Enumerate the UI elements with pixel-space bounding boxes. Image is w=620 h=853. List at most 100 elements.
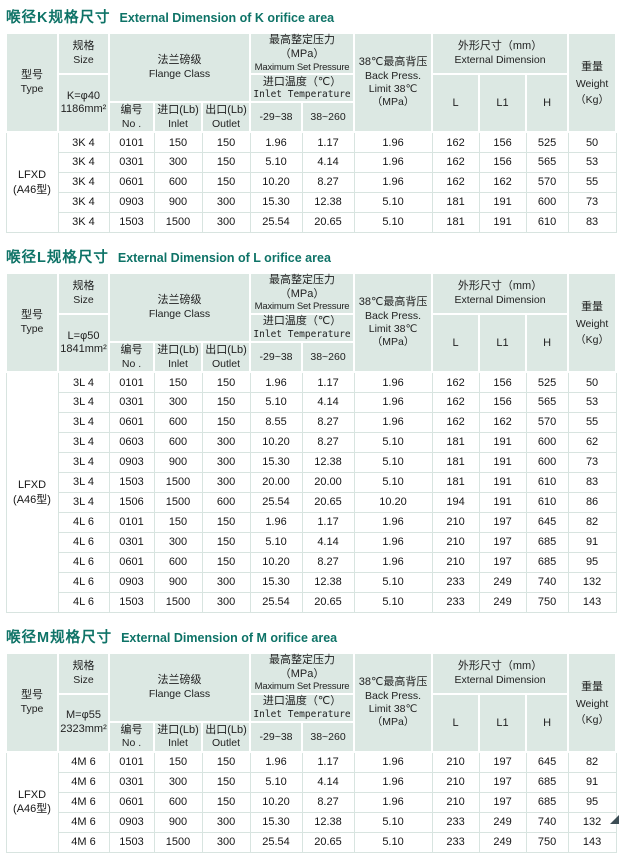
cell-type: LFXD (A46型) [5, 751, 59, 853]
cell-dim-l1: 191 [478, 431, 527, 453]
header-size-spec: L=φ50 1841mm² [57, 313, 110, 374]
type-value-series: (A46型) [13, 493, 51, 506]
outlet-label-zh: 出口(Lb) [205, 103, 247, 116]
cell-dim-l1: 191 [478, 491, 527, 513]
cell-size: 4M 6 [57, 791, 110, 813]
outlet-label-en: Outlet [212, 117, 241, 130]
cell-dim-l1: 249 [478, 811, 527, 833]
header-type: 型号 Type [5, 31, 59, 134]
cell-pressure-high-temp: 1.17 [301, 131, 355, 153]
cell-outlet: 150 [201, 771, 251, 793]
cell-dim-l1: 197 [478, 551, 527, 573]
cell-dim-l1: 197 [478, 791, 527, 813]
max-set-label-zh: 最高整定压力（MPa） [269, 653, 336, 680]
cell-back-pressure: 1.96 [353, 551, 433, 573]
cell-dim-l: 162 [431, 151, 480, 173]
cell-pressure-high-temp: 20.65 [301, 591, 355, 613]
cell-dim-l: 210 [431, 771, 480, 793]
cell-dim-l1: 197 [478, 771, 527, 793]
cell-weight: 53 [567, 391, 617, 413]
cell-dim-h: 525 [525, 131, 569, 153]
header-dim-l: L [431, 73, 481, 134]
cell-size: 4L 6 [57, 511, 110, 533]
cell-dim-l: 162 [431, 131, 480, 153]
cell-pressure-low-temp: 8.55 [249, 411, 303, 433]
cell-back-pressure: 1.96 [353, 131, 433, 153]
cell-pressure-high-temp: 8.27 [301, 171, 355, 193]
ext-dim-label-zh: 外形尺寸（mm） [457, 40, 543, 53]
cell-outlet: 150 [201, 371, 251, 393]
cell-dim-l: 181 [431, 471, 480, 493]
cell-pressure-high-temp: 1.17 [301, 511, 355, 533]
header-flange-class: 法兰磅级 Flange Class [107, 271, 252, 344]
cell-inlet: 300 [153, 391, 203, 413]
cell-weight: 82 [567, 511, 617, 533]
cell-outlet: 150 [201, 391, 251, 413]
cell-pressure-low-temp: 5.10 [249, 391, 303, 413]
cell-pressure-low-temp: 25.54 [249, 211, 303, 233]
cell-pressure-high-temp: 8.27 [301, 431, 355, 453]
cell-weight: 143 [567, 831, 617, 853]
cell-dim-h: 525 [525, 371, 569, 393]
cell-outlet: 600 [201, 491, 251, 513]
cell-dim-l1: 162 [478, 411, 527, 433]
no-label-zh: 编号 [120, 343, 143, 356]
weight-label-en: Weight [575, 317, 609, 330]
cell-inlet: 150 [153, 371, 203, 393]
cell-weight: 91 [567, 531, 617, 553]
cell-inlet: 150 [153, 751, 203, 773]
table-row: LFXD (A46型) 3K 4 0101 150 150 1.96 1.17 1.96 162 1… [5, 131, 617, 233]
cell-dim-h: 600 [525, 451, 569, 473]
back-press-label-zh: 38℃最高背压 [358, 56, 428, 69]
cell-size: 3L 4 [57, 411, 110, 433]
cell-back-pressure: 5.10 [353, 571, 433, 593]
cell-pressure-high-temp: 8.27 [301, 791, 355, 813]
ext-dim-label-zh: 外形尺寸（mm） [457, 280, 543, 293]
ext-dim-label-en: External Dimension [454, 673, 546, 686]
cell-inlet: 900 [153, 191, 203, 213]
cell-dim-l: 233 [431, 811, 480, 833]
no-label-en: No . [121, 737, 142, 750]
type-value-series: (A46型) [13, 803, 51, 816]
cell-no: 0903 [108, 191, 155, 213]
weight-label-unit: （Kg） [575, 333, 609, 346]
header-dim-l: L [431, 313, 481, 374]
cell-weight: 82 [567, 751, 617, 773]
cell-back-pressure: 1.96 [353, 171, 433, 193]
cell-dim-h: 600 [525, 431, 569, 453]
table-row: 4L 6 0601 600 150 10.20 8.27 1.96 210 197 685 95 [6, 551, 617, 573]
cell-pressure-high-temp: 4.14 [301, 531, 355, 553]
section-title-zh: 喉径K规格尺寸 [6, 10, 111, 26]
cell-outlet: 150 [201, 171, 251, 193]
cell-pressure-high-temp: 20.00 [301, 471, 355, 493]
cell-dim-l: 210 [431, 751, 480, 773]
cell-pressure-low-temp: 5.10 [249, 771, 303, 793]
cell-size: 3L 4 [57, 391, 110, 413]
max-set-label-en: Maximum Set Pressure [254, 61, 350, 73]
header-flange-class: 法兰磅级 Flange Class [107, 651, 252, 724]
cell-no: 0903 [108, 811, 155, 833]
cell-weight: 50 [567, 371, 617, 393]
cell-size: 4M 6 [57, 811, 110, 833]
outlet-label-en: Outlet [212, 737, 241, 750]
cell-dim-l: 181 [431, 451, 480, 473]
cell-no: 0601 [108, 791, 155, 813]
cell-no: 0301 [108, 391, 155, 413]
cell-dim-l1: 249 [478, 831, 527, 853]
header-back-pressure: 38℃最高背压 Back Press. Limit 38℃ （MPa） [353, 31, 434, 134]
type-label-en: Type [20, 702, 44, 715]
inlet-temp-label-zh: 进口温度（℃） [262, 695, 342, 708]
cell-weight: 132 [567, 571, 617, 593]
size-spec-diameter: K=φ40 [66, 89, 101, 102]
cell-pressure-low-temp: 15.30 [249, 191, 303, 213]
cell-back-pressure: 1.96 [353, 751, 433, 773]
table-row: LFXD (A46型) 4M 6 0101 150 150 1.96 1.17 1.96 210 1… [5, 751, 617, 853]
cell-dim-l1: 197 [478, 531, 527, 553]
table-row: 3K 4 0301 300 150 5.10 4.14 1.96 162 156 565 53 [6, 151, 617, 173]
inlet-label-en: Inlet [168, 117, 188, 130]
cell-no: 0601 [108, 411, 155, 433]
cell-back-pressure: 1.96 [353, 371, 433, 393]
header-outlet: 出口(Lb) Outlet [200, 721, 252, 754]
cell-dim-l1: 156 [478, 391, 527, 413]
cell-size: 4L 6 [57, 531, 110, 553]
